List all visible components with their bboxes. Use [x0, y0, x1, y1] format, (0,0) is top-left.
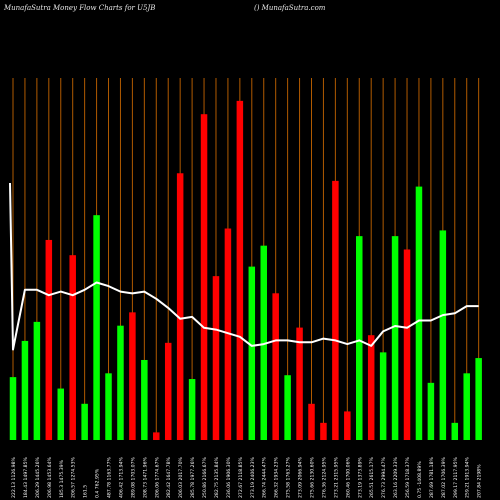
x-tick-label: 256.59 1718.37% — [405, 456, 411, 498]
x-tick-label: 206.06 1774.67% — [154, 456, 160, 498]
x-tick-label: 273.09 2066.94% — [298, 456, 304, 498]
x-tick-label: 287.69 1781.18% — [429, 456, 435, 498]
bar-33 — [391, 236, 399, 440]
x-tick-label: 208.73 1471.96% — [142, 456, 148, 498]
x-tick-label: 276.36 2124.95% — [321, 456, 327, 498]
x-tick-label: 282.75 2135.84% — [214, 456, 220, 498]
bar-5 — [57, 388, 65, 440]
x-tick-label: 206.03 2017.70% — [178, 456, 184, 498]
bar-17 — [200, 114, 208, 440]
bar-9 — [105, 373, 112, 440]
x-tick-label: 236.06 1906.30% — [226, 456, 232, 498]
x-tick-label: 289.08 1703.07% — [130, 456, 136, 498]
x-tick-label: 222.13 1126.98% — [11, 456, 17, 498]
bar-40 — [475, 358, 482, 440]
bar-26 — [308, 403, 315, 440]
bar-36 — [427, 382, 435, 440]
x-tick-label: 206.98 1453.64% — [47, 456, 53, 498]
bar-8 — [93, 215, 100, 440]
bar-10 — [117, 325, 124, 440]
x-tick-label: 259.21 1913.94% — [465, 456, 471, 498]
x-tick-label: 275.58 1763.27% — [286, 456, 292, 498]
x-tick-label: 265.51 2615.17% — [369, 456, 375, 498]
x-tick-label: 273.21 2315.95% — [333, 456, 339, 498]
x-tick-label: 487.78 1163.77% — [107, 456, 113, 498]
bar-4 — [45, 239, 53, 440]
bar-31 — [367, 335, 375, 440]
x-tick-label: 282.42 1647.78% — [166, 456, 172, 498]
x-tick-label: 273.19 2406.23% — [250, 456, 256, 498]
x-tick-label: 184.43 1497.85% — [23, 456, 29, 498]
x-tick-label: 276.73 2994.47% — [381, 456, 387, 498]
bar-35 — [415, 186, 423, 440]
bar-24 — [284, 375, 291, 440]
bar-19 — [224, 228, 232, 440]
x-tick-label: 207.84 2198% — [477, 464, 483, 498]
x-tick-label: 275.66 2130.60% — [310, 456, 316, 498]
x-tick-label: 185.3 1475.39% — [59, 459, 65, 498]
bar-11 — [129, 312, 136, 440]
bar-39 — [463, 373, 470, 440]
x-tick-label: 0.4 762.95% — [95, 468, 101, 498]
bar-37 — [439, 230, 447, 440]
bar-34 — [403, 249, 411, 440]
bar-28 — [332, 180, 339, 440]
bar-2 — [21, 340, 29, 440]
chart-header-right: () MunafaSutra.com — [254, 4, 326, 12]
x-tick-label: 266.74 2444.47% — [262, 456, 268, 498]
bar-23 — [272, 293, 279, 440]
bar-29 — [344, 411, 351, 440]
flow-line — [9, 182, 479, 351]
bar-20 — [236, 100, 244, 440]
x-tick-label: 285.78 1977.26% — [190, 456, 196, 498]
x-tick-label: 250.86 2166.67% — [202, 456, 208, 498]
x-tick-label: 266.32 1934.23% — [274, 456, 280, 498]
bar-32 — [379, 352, 387, 440]
bar-21 — [248, 266, 256, 440]
x-tick-label: 260.46 1700.06% — [345, 456, 351, 498]
x-tick-label: 206.29 1445.26% — [35, 456, 41, 498]
money-flow-line — [9, 182, 479, 351]
x-tick-label: 299.17 2117.95% — [453, 456, 459, 498]
x-tick-label: 406.42 1713.94% — [118, 456, 124, 498]
bar-22 — [260, 245, 267, 440]
bar-1 — [9, 377, 17, 440]
bar-15 — [176, 173, 184, 440]
bar-12 — [141, 359, 148, 440]
bar-27 — [320, 422, 327, 440]
x-tick-label: 273.19 1373.89% — [357, 456, 363, 498]
chart-header-left: MunafaSutra Money Flow Charts for U5JB — [4, 4, 156, 12]
bar-3 — [33, 321, 41, 440]
x-tick-label: 272.67 2118.85% — [238, 456, 244, 498]
bar-14 — [164, 342, 172, 440]
x-tick-label: 206.57 1274.53% — [71, 456, 77, 498]
bar-7 — [81, 403, 88, 440]
bar-16 — [188, 379, 196, 440]
bar-13 — [153, 432, 160, 440]
bar-6 — [69, 255, 76, 440]
x-tick-label: 263.16 2209.33% — [393, 456, 399, 498]
x-tick-label: 161.5 — [83, 485, 89, 498]
x-tick-label: 287.02 1706.39% — [441, 456, 447, 498]
x-tick-labels: 222.13 1126.98% 184.43 1497.85% 206.29 144… — [11, 456, 483, 498]
bars — [9, 100, 482, 440]
bar-30 — [356, 236, 363, 440]
bar-38 — [451, 422, 459, 440]
bar-18 — [212, 276, 220, 440]
x-tick-label: 0.75 -1408.89% — [417, 461, 423, 498]
bar-25 — [296, 327, 303, 440]
